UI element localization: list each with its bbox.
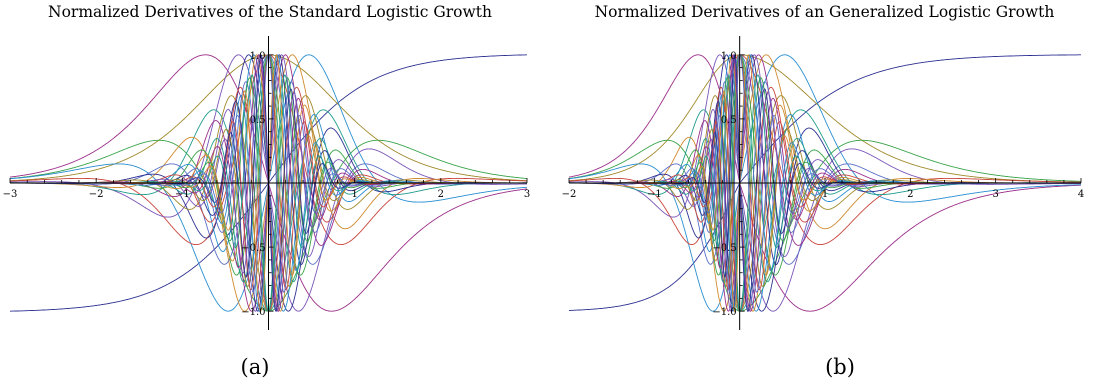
- chart-title: Normalized Derivatives of the Standard L…: [48, 3, 492, 21]
- chart-title: Normalized Derivatives of an Generalized…: [594, 3, 1055, 21]
- chart-b: −2 −1 1 2 3 4 −1.0 −0.5 0.5 1.0: [562, 36, 1084, 330]
- y-tick-label: −0.5: [241, 243, 265, 254]
- series-line: [569, 139, 1081, 312]
- panel-b: Normalized Derivatives of an Generalized…: [555, 0, 1094, 389]
- series-line: [569, 54, 1081, 283]
- series-line: [569, 109, 1081, 312]
- x-tick-label: 2: [438, 189, 444, 200]
- series-line: [568, 54, 1081, 311]
- y-tick-label: −0.5: [712, 243, 736, 254]
- x-tick-label: −3: [3, 189, 18, 200]
- x-tick-label: 1: [822, 189, 828, 200]
- series-line: [568, 54, 1081, 312]
- series-line: [569, 54, 1082, 183]
- series-line: [569, 54, 1081, 246]
- y-tick-label: 1.0: [250, 51, 266, 62]
- y-tick-label: 0.5: [250, 115, 266, 126]
- y-tick-label: 1.0: [721, 51, 737, 62]
- series-line: [568, 54, 1081, 312]
- chart-a: −3 −2 −1 1 2 3 −1.0 −0.5 0.5 1.0: [3, 36, 530, 330]
- panel-a: Normalized Derivatives of the Standard L…: [0, 0, 540, 389]
- series-line: [569, 54, 1081, 276]
- x-tick-label: −1: [647, 189, 662, 200]
- panel-label: (b): [825, 355, 855, 379]
- x-tick-label: −2: [562, 189, 577, 200]
- y-tick-label: −1.0: [712, 307, 736, 318]
- x-tick-label: −2: [89, 189, 104, 200]
- x-tick-label: 4: [1078, 189, 1084, 200]
- y-tick-label: −1.0: [241, 307, 265, 318]
- x-tick-label: 3: [524, 189, 530, 200]
- y-tick-label: 0.5: [721, 115, 737, 126]
- x-tick-label: 2: [907, 189, 913, 200]
- x-tick-label: 1: [351, 189, 357, 200]
- panel-label: (a): [240, 355, 270, 379]
- x-tick-label: −1: [175, 189, 190, 200]
- x-tick-label: 3: [992, 189, 998, 200]
- series-line: [569, 54, 1081, 312]
